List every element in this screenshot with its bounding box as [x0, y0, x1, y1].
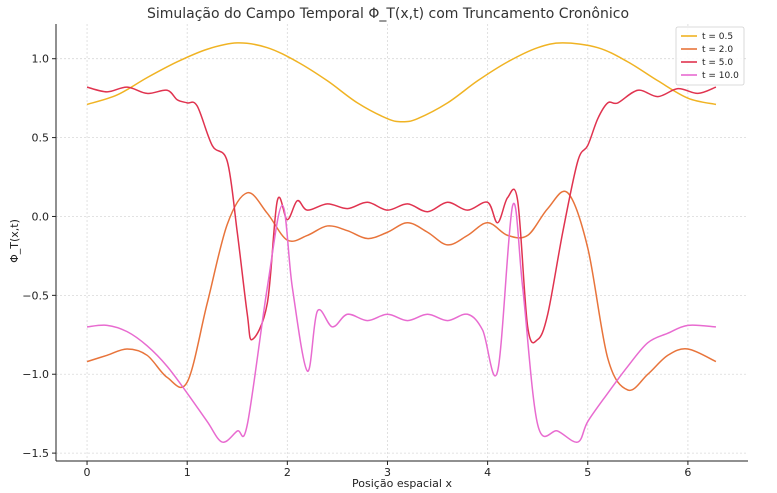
y-tick-label: −1.5 [22, 447, 49, 460]
axis-layer: 0 1 2 3 4 5 6 1.0 0.5 0.0 −0.5 −1.0 −1.5 [22, 24, 748, 479]
series-line-4 [86, 202, 716, 443]
series-line-3 [86, 86, 717, 344]
series-line-2 [86, 190, 717, 392]
y-axis-label: Φ_T(x,t) [8, 219, 21, 263]
x-tick-label: 1 [184, 466, 191, 479]
y-tick-label: 1.0 [32, 53, 50, 66]
x-tick-label: 5 [584, 466, 591, 479]
legend-label: t = 0.5 [702, 32, 733, 42]
x-tick-label: 3 [384, 466, 391, 479]
chart-title: Simulação do Campo Temporal Φ_T(x,t) com… [147, 6, 629, 22]
y-tick-label: −0.5 [22, 289, 49, 302]
legend-label: t = 5.0 [702, 58, 733, 68]
series-layer [86, 42, 717, 443]
legend: t = 0.5 t = 2.0 t = 5.0 t = 10.0 [675, 26, 745, 86]
x-tick-label: 2 [284, 466, 291, 479]
legend-label: t = 2.0 [702, 45, 733, 55]
series-line-1 [86, 42, 717, 123]
x-tick-label: 6 [684, 466, 691, 479]
x-axis-label: Posição espacial x [352, 477, 452, 490]
legend-label: t = 10.0 [702, 71, 739, 81]
grid-layer [56, 24, 748, 461]
x-tick-label: 4 [484, 466, 491, 479]
y-tick-label: 0.0 [32, 210, 50, 223]
y-tick-label: 0.5 [32, 132, 50, 145]
legend-box [675, 26, 745, 86]
y-tick-label: −1.0 [22, 368, 49, 381]
x-tick-label: 0 [84, 466, 91, 479]
